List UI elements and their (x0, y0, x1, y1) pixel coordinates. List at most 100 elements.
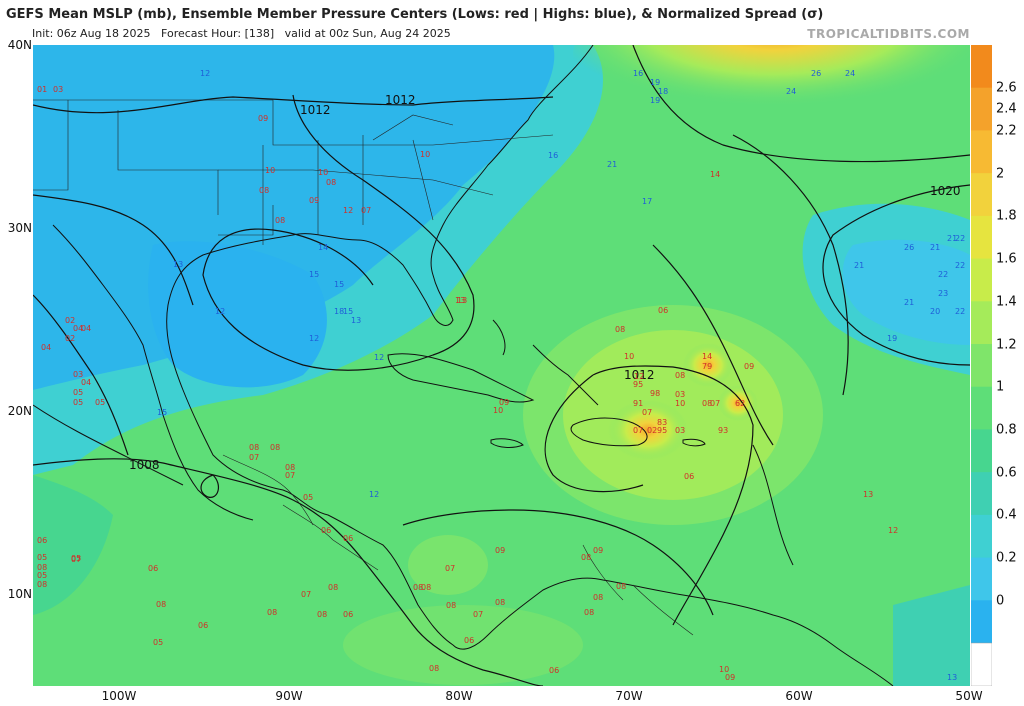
high-center-label: 23 (938, 289, 948, 298)
colorbar-tick: 1 (996, 379, 1005, 395)
high-center-label: 15 (309, 270, 319, 279)
colorbar-tick: 0.6 (996, 465, 1017, 481)
high-center-label: 17 (642, 197, 652, 206)
colorbar-tick: 0.4 (996, 507, 1017, 523)
high-center-label: 22 (955, 307, 965, 316)
high-center-label: 13 (351, 316, 361, 325)
low-center-label: 03 (675, 426, 685, 435)
low-center-label: 10 (493, 406, 503, 415)
low-center-label: 14 (710, 170, 720, 179)
low-center-label: 08 (156, 600, 166, 609)
low-pressure-centers: 01 03 09 10 10 08 10 08 08 09 12 07 13 0… (37, 85, 898, 682)
low-center-label: 06 (343, 610, 353, 619)
colorbar-tick: 2.6 (996, 80, 1017, 96)
low-center-label: 06 (37, 536, 47, 545)
colorbar-zero-block (970, 642, 993, 687)
isobar-label: 1008 (129, 458, 160, 472)
high-center-label: 18 (658, 87, 668, 96)
lat-label-30n: 30N (7, 221, 32, 235)
low-center-label: 08 (593, 593, 603, 602)
high-center-label: 21 (607, 160, 617, 169)
colorbar-block (971, 45, 992, 89)
high-center-label: 21 (947, 234, 957, 243)
low-center-label: 08 (259, 186, 269, 195)
low-center-label: 09 (258, 114, 268, 123)
high-center-label: 12 (215, 307, 225, 316)
low-center-label: 05 (37, 571, 47, 580)
low-center-label: 93 (718, 426, 728, 435)
low-center-label: 05 (95, 398, 105, 407)
low-center-label: 14 (702, 352, 712, 361)
low-center-label: 05 (73, 398, 83, 407)
lon-label-100w: 100W (101, 689, 137, 703)
low-center-label: 04 (81, 378, 91, 387)
low-center-label: 04 (41, 343, 51, 352)
isobar-label: 1012 (624, 368, 655, 382)
low-center-label: 08 (285, 463, 295, 472)
low-center-label: 10 (318, 168, 328, 177)
low-center-label: 04 (73, 324, 83, 333)
colorbar-block (971, 600, 992, 644)
low-center-label: 12 (343, 206, 353, 215)
isobar-labels: 1012 1012 1012 1020 1008 (129, 93, 961, 472)
lon-label-70w: 70W (615, 689, 643, 703)
low-center-label: 10 (420, 150, 430, 159)
forecast-map[interactable]: 1012 1012 1012 1020 1008 01 03 09 10 10 … (33, 45, 970, 686)
high-center-label: 14 (318, 243, 328, 252)
colorbar-block (971, 130, 992, 174)
colorbar-block (971, 386, 992, 430)
high-center-label: 19 (650, 96, 660, 105)
low-center-label: 10 (265, 166, 275, 175)
high-center-label: 26 (904, 243, 914, 252)
colorbar-block (971, 472, 992, 516)
colorbar-tick: 0.2 (996, 550, 1017, 566)
low-center-label: 98 (650, 389, 660, 398)
low-center-label: 09 (309, 196, 319, 205)
low-center-label: 07 (361, 206, 371, 215)
low-center-label: 08 (413, 583, 423, 592)
colorbar-block (971, 429, 992, 473)
low-center-label: 07 (249, 453, 259, 462)
forecast-hour: Forecast Hour: [138] (161, 27, 275, 40)
low-center-label: 06 (464, 636, 474, 645)
low-center-label: 08 (37, 563, 47, 572)
low-center-label: 62 (735, 399, 745, 408)
isobar-label: 1020 (930, 184, 961, 198)
valid-time: valid at 00z Sun, Aug 24 2025 (284, 27, 451, 40)
colorbar-tick: 0 (996, 593, 1005, 609)
low-center-label: 08 (326, 178, 336, 187)
high-center-label: 21 (854, 261, 864, 270)
high-center-label: 12 (200, 69, 210, 78)
low-center-label: 08 (446, 601, 456, 610)
site-credit: TROPICALTIDBITS.COM (807, 27, 970, 41)
colorbar-block (971, 87, 992, 131)
colorbar-tick: 2.4 (996, 101, 1017, 117)
high-center-label: 15 (343, 307, 353, 316)
high-center-label: 22 (955, 261, 965, 270)
colorbar-tick: 2 (996, 166, 1005, 182)
low-center-label: 06 (658, 306, 668, 315)
coastlines (33, 45, 894, 686)
colorbar-block (971, 344, 992, 388)
high-center-label: 26 (811, 69, 821, 78)
low-center-label: 07 (71, 555, 81, 564)
low-center-label: 08 (615, 325, 625, 334)
low-center-label: 12 (634, 372, 644, 381)
low-center-label: 03 (73, 370, 83, 379)
low-center-label: 95 (657, 426, 667, 435)
high-center-label: 18 (334, 307, 344, 316)
high-center-label: 20 (930, 307, 940, 316)
low-center-label: 05 (73, 388, 83, 397)
low-center-label: 08 (317, 610, 327, 619)
low-center-label: 02 (65, 316, 75, 325)
low-center-label: 09 (499, 398, 509, 407)
low-center-label: 08 (37, 580, 47, 589)
high-center-label: 19 (887, 334, 897, 343)
low-center-label: 08 (702, 399, 712, 408)
lon-label-60w: 60W (785, 689, 813, 703)
high-center-label: 15 (157, 408, 167, 417)
low-center-label: 09 (725, 673, 735, 682)
high-center-label: 13 (173, 260, 183, 269)
low-center-label: 08 (275, 216, 285, 225)
low-center-label: 03 (675, 390, 685, 399)
